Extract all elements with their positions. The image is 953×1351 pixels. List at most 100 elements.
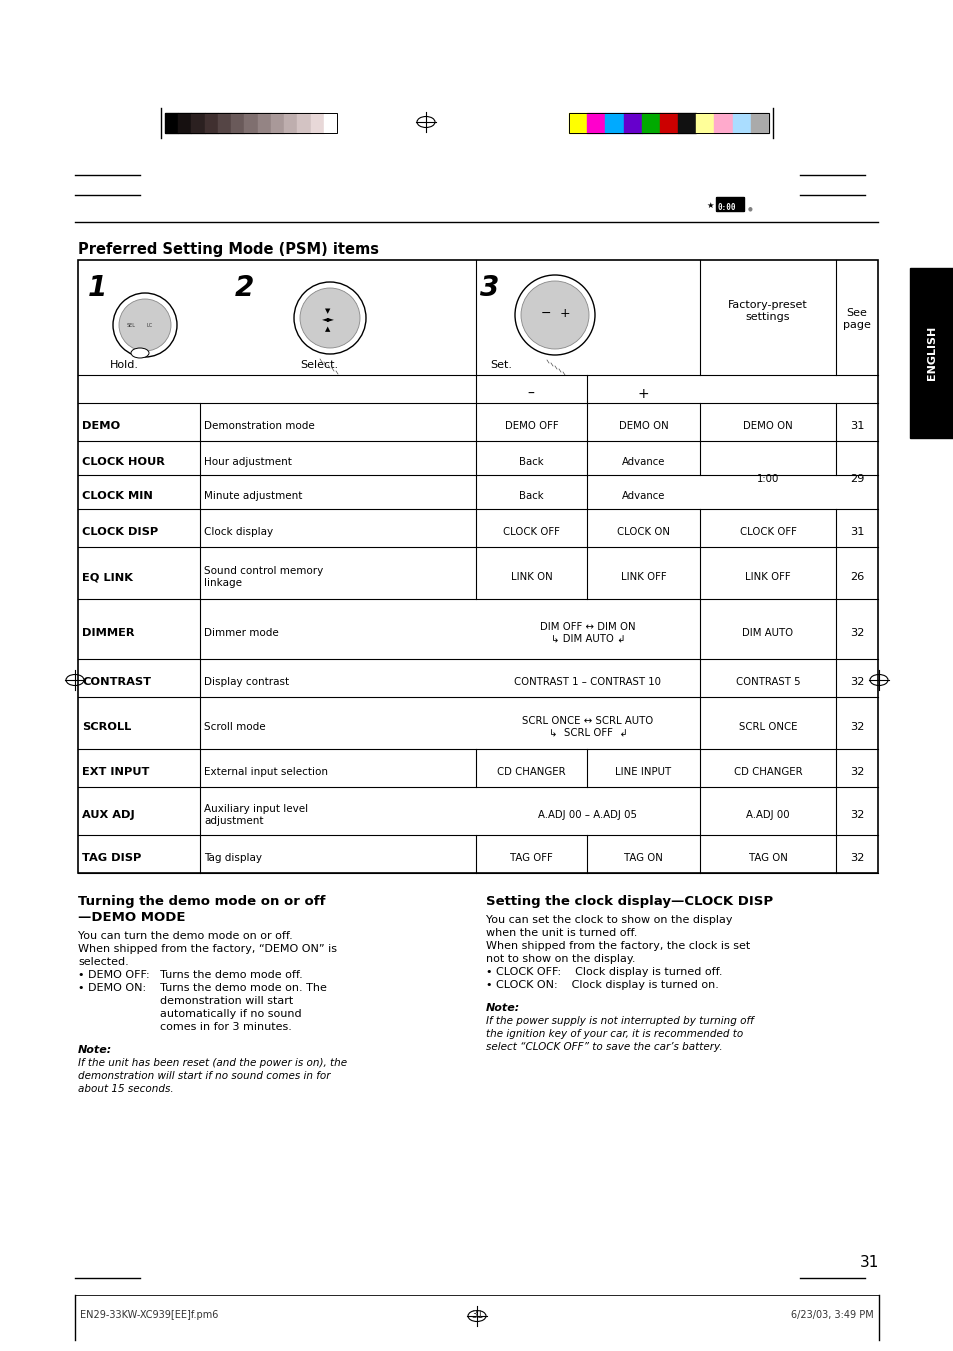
Text: TAG OFF: TAG OFF — [510, 852, 553, 863]
Text: 32: 32 — [849, 852, 863, 863]
Text: Back: Back — [518, 490, 543, 501]
Text: 26: 26 — [849, 571, 863, 582]
Text: CONTRAST 1 – CONTRAST 10: CONTRAST 1 – CONTRAST 10 — [514, 677, 660, 688]
Bar — [586, 113, 605, 132]
Text: 0:00: 0:00 — [718, 204, 736, 212]
Bar — [271, 113, 284, 132]
Text: Sound control memory
linkage: Sound control memory linkage — [204, 566, 323, 588]
Text: If the unit has been reset (and the power is on), the: If the unit has been reset (and the powe… — [78, 1058, 347, 1069]
Text: 32: 32 — [849, 677, 863, 688]
Text: 1: 1 — [88, 274, 107, 303]
Text: CLOCK OFF: CLOCK OFF — [502, 527, 559, 536]
Text: You can set the clock to show on the display: You can set the clock to show on the dis… — [485, 915, 732, 925]
Text: 31: 31 — [471, 1310, 482, 1320]
Bar — [284, 113, 297, 132]
Bar — [257, 113, 271, 132]
Text: 31: 31 — [849, 527, 863, 536]
Text: –: – — [527, 386, 534, 401]
Text: DEMO ON: DEMO ON — [618, 422, 668, 431]
Text: SCRL ONCE: SCRL ONCE — [738, 721, 797, 732]
Text: SCRL ONCE ↔ SCRL AUTO
↳  SCRL OFF  ↲: SCRL ONCE ↔ SCRL AUTO ↳ SCRL OFF ↲ — [522, 716, 653, 738]
Text: comes in for 3 minutes.: comes in for 3 minutes. — [160, 1021, 292, 1032]
Text: CLOCK ON: CLOCK ON — [617, 527, 669, 536]
Circle shape — [119, 299, 171, 351]
Text: selected.: selected. — [78, 957, 129, 967]
Text: 31: 31 — [859, 1255, 879, 1270]
Text: Auxiliary input level
adjustment: Auxiliary input level adjustment — [204, 804, 308, 825]
Text: If the power supply is not interrupted by turning off: If the power supply is not interrupted b… — [485, 1016, 753, 1025]
Bar — [568, 113, 586, 132]
Text: 32: 32 — [849, 721, 863, 732]
Text: DEMO ON: DEMO ON — [742, 422, 792, 431]
Text: When shipped from the factory, the clock is set: When shipped from the factory, the clock… — [485, 942, 749, 951]
Bar — [659, 113, 678, 132]
Text: Display contrast: Display contrast — [204, 677, 289, 688]
Text: DEMO: DEMO — [82, 422, 120, 431]
Text: Turning the demo mode on or off: Turning the demo mode on or off — [78, 894, 325, 908]
Bar — [297, 113, 311, 132]
Text: You can turn the demo mode on or off.: You can turn the demo mode on or off. — [78, 931, 293, 942]
Bar — [605, 113, 623, 132]
Text: 6/23/03, 3:49 PM: 6/23/03, 3:49 PM — [790, 1310, 873, 1320]
Bar — [205, 113, 217, 132]
Bar — [323, 113, 336, 132]
Bar — [244, 113, 257, 132]
Bar — [732, 113, 750, 132]
Text: —DEMO MODE: —DEMO MODE — [78, 911, 185, 924]
Text: DEMO OFF: DEMO OFF — [504, 422, 558, 431]
Text: 31: 31 — [849, 422, 863, 431]
Text: about 15 seconds.: about 15 seconds. — [78, 1084, 173, 1094]
Text: Advance: Advance — [621, 457, 664, 467]
Text: ▲: ▲ — [325, 326, 331, 332]
Text: Set.: Set. — [490, 359, 512, 370]
Bar — [231, 113, 244, 132]
Bar — [909, 267, 953, 438]
Text: Clock display: Clock display — [204, 527, 273, 536]
Text: DIM OFF ↔ DIM ON
↳ DIM AUTO ↲: DIM OFF ↔ DIM ON ↳ DIM AUTO ↲ — [539, 623, 635, 644]
Text: Hour adjustment: Hour adjustment — [204, 457, 292, 467]
Text: ★: ★ — [705, 201, 713, 209]
Bar — [678, 113, 696, 132]
Text: Dimmer mode: Dimmer mode — [204, 628, 278, 638]
Text: the ignition key of your car, it is recommended to: the ignition key of your car, it is reco… — [485, 1029, 742, 1039]
Text: select “CLOCK OFF” to save the car’s battery.: select “CLOCK OFF” to save the car’s bat… — [485, 1042, 721, 1052]
Text: SEL: SEL — [127, 323, 136, 328]
Text: Back: Back — [518, 457, 543, 467]
Text: TAG ON: TAG ON — [623, 852, 662, 863]
Circle shape — [520, 281, 588, 349]
Text: −: − — [540, 307, 551, 320]
Text: Hold.: Hold. — [110, 359, 139, 370]
Text: External input selection: External input selection — [204, 767, 328, 777]
Text: • DEMO ON:    Turns the demo mode on. The: • DEMO ON: Turns the demo mode on. The — [78, 984, 327, 993]
Text: LINK OFF: LINK OFF — [744, 571, 790, 582]
Text: Setting the clock display—CLOCK DISP: Setting the clock display—CLOCK DISP — [485, 894, 772, 908]
Text: EQ LINK: EQ LINK — [82, 571, 132, 582]
Text: Note:: Note: — [485, 1002, 519, 1013]
Text: when the unit is turned off.: when the unit is turned off. — [485, 928, 637, 938]
Text: 32: 32 — [849, 628, 863, 638]
Text: CLOCK DISP: CLOCK DISP — [82, 527, 158, 536]
Text: DIM AUTO: DIM AUTO — [741, 628, 793, 638]
Text: Scroll mode: Scroll mode — [204, 721, 265, 732]
Text: LINK ON: LINK ON — [510, 571, 552, 582]
Text: • CLOCK OFF:    Clock display is turned off.: • CLOCK OFF: Clock display is turned off… — [485, 967, 721, 977]
Text: TAG ON: TAG ON — [748, 852, 786, 863]
FancyBboxPatch shape — [716, 197, 743, 212]
Text: Preferred Setting Mode (PSM) items: Preferred Setting Mode (PSM) items — [78, 242, 378, 257]
Text: CLOCK OFF: CLOCK OFF — [739, 527, 796, 536]
Bar — [165, 113, 178, 132]
Text: LINK OFF: LINK OFF — [620, 571, 665, 582]
Bar — [192, 113, 205, 132]
Text: CD CHANGER: CD CHANGER — [733, 767, 801, 777]
Text: CLOCK HOUR: CLOCK HOUR — [82, 457, 165, 467]
Text: ▼: ▼ — [325, 308, 331, 313]
Bar — [178, 113, 192, 132]
Bar — [623, 113, 641, 132]
Bar — [165, 113, 336, 132]
Text: CD CHANGER: CD CHANGER — [497, 767, 565, 777]
Text: ●: ● — [747, 205, 752, 211]
Text: A.ADJ 00 – A.ADJ 05: A.ADJ 00 – A.ADJ 05 — [537, 811, 637, 820]
Text: +: + — [637, 386, 648, 401]
Text: LC: LC — [147, 323, 153, 328]
Text: CONTRAST 5: CONTRAST 5 — [735, 677, 800, 688]
